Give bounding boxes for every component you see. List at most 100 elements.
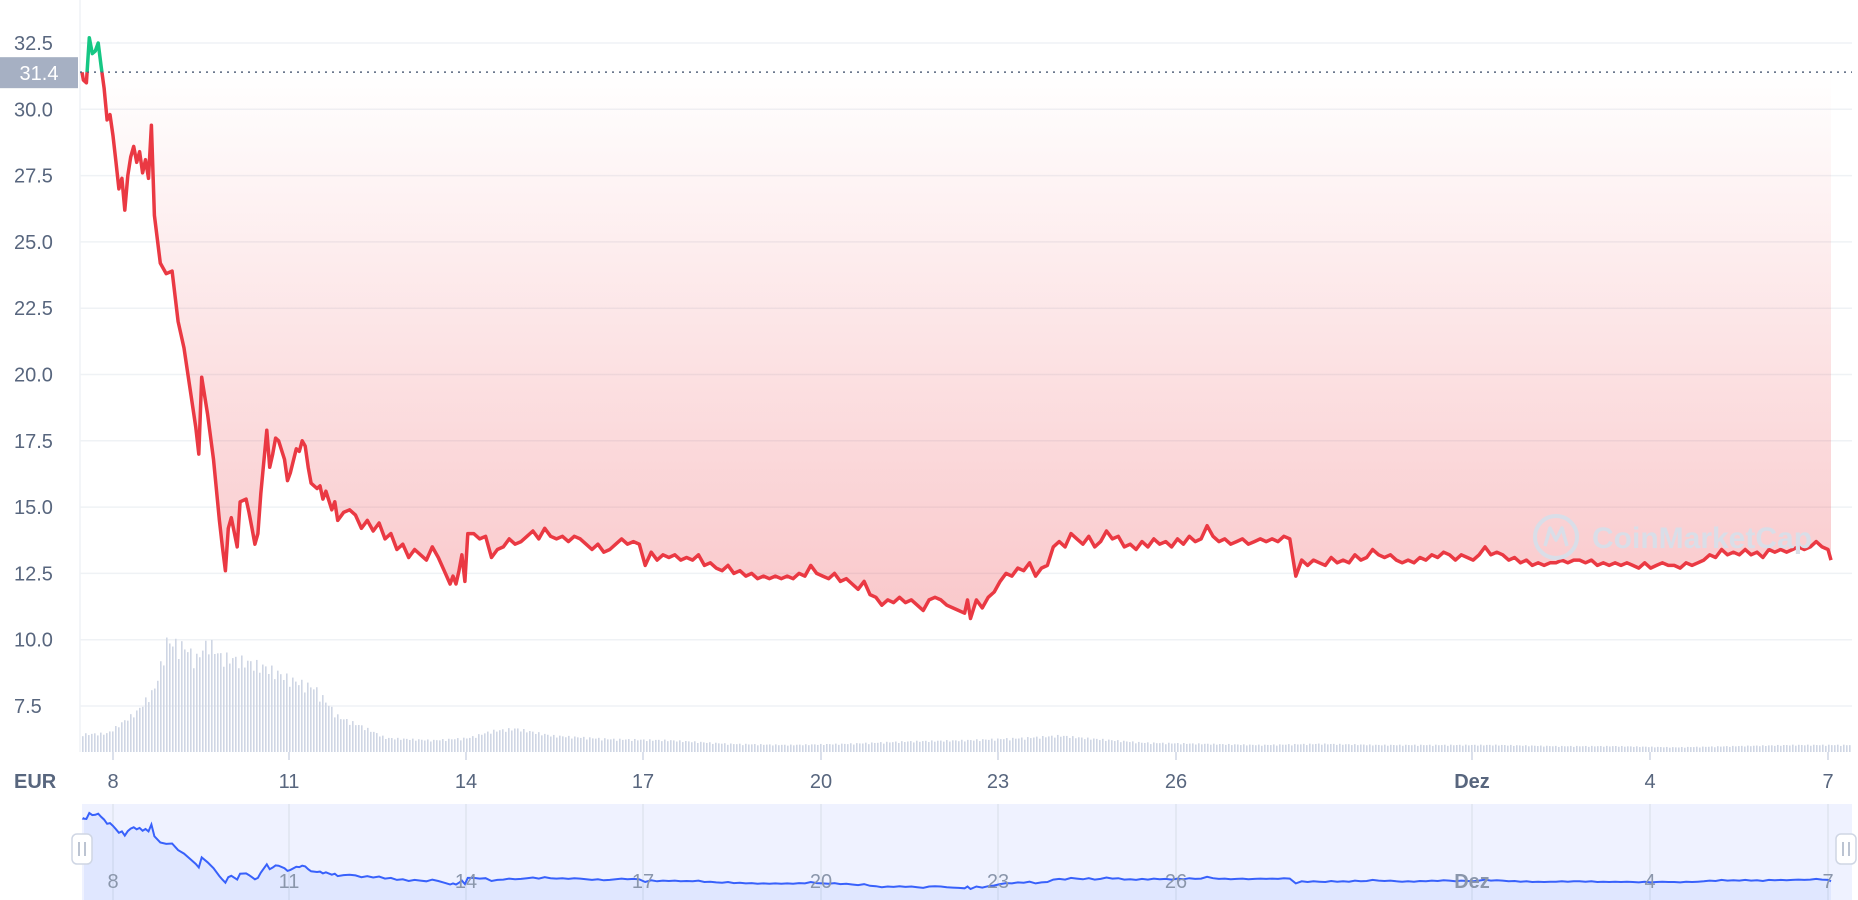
volume-bar xyxy=(1282,744,1284,752)
volume-bar xyxy=(877,742,879,752)
volume-bar xyxy=(1777,744,1779,752)
volume-bar xyxy=(1762,745,1764,752)
volume-bar xyxy=(1822,744,1824,752)
volume-bar xyxy=(613,738,615,752)
volume-bar xyxy=(1324,743,1326,752)
volume-bar xyxy=(1510,744,1512,752)
volume-bar xyxy=(223,666,225,752)
volume-bar xyxy=(1783,745,1785,752)
volume-bar xyxy=(130,714,132,752)
volume-bar xyxy=(931,740,933,752)
volume-bar xyxy=(481,734,483,752)
volume-bar xyxy=(124,720,126,752)
right-handle-grip[interactable] xyxy=(1835,833,1857,865)
volume-bar xyxy=(1270,745,1272,752)
volume-bar xyxy=(151,690,153,752)
volume-bar xyxy=(229,663,231,752)
volume-bar xyxy=(505,731,507,752)
volume-bar xyxy=(1741,745,1743,752)
volume-bar xyxy=(670,740,672,752)
volume-bar xyxy=(1273,744,1275,752)
volume-bar xyxy=(490,733,492,752)
volume-bar xyxy=(730,743,732,752)
volume-bar xyxy=(328,705,330,752)
navigator-left-handle[interactable] xyxy=(71,833,93,865)
volume-bar xyxy=(1120,742,1122,752)
volume-bar xyxy=(952,740,954,752)
volume-bar xyxy=(97,735,99,752)
volume-bar xyxy=(568,735,570,752)
volume-bar xyxy=(1630,746,1632,752)
volume-bar xyxy=(778,745,780,752)
volume-bar xyxy=(142,706,144,752)
volume-bar xyxy=(217,653,219,752)
volume-bar xyxy=(1834,745,1836,752)
volume-bar xyxy=(226,652,228,752)
volume-bar xyxy=(970,740,972,752)
volume-bar xyxy=(967,739,969,752)
y-tick-label: 25.0 xyxy=(14,232,53,254)
volume-bar xyxy=(1132,741,1134,752)
volume-bar xyxy=(427,739,429,752)
volume-bar xyxy=(322,695,324,752)
volume-bar xyxy=(193,668,195,752)
volume-bar xyxy=(1438,745,1440,752)
volume-bar xyxy=(634,738,636,752)
volume-bar xyxy=(1342,744,1344,752)
volume-bar xyxy=(181,641,183,752)
volume-bar xyxy=(166,637,168,752)
volume-bar xyxy=(157,680,159,752)
volume-bar xyxy=(235,656,237,752)
volume-bar xyxy=(1729,746,1731,752)
volume-bar xyxy=(907,741,909,752)
volume-bar xyxy=(1810,745,1812,752)
volume-bar xyxy=(1825,745,1827,752)
volume-bar xyxy=(1015,738,1017,752)
volume-bar xyxy=(1519,745,1521,752)
volume-bar xyxy=(829,744,831,752)
volume-bar xyxy=(997,738,999,752)
volume-bar xyxy=(655,739,657,752)
volume-bar xyxy=(1393,745,1395,752)
volume-bar xyxy=(1564,746,1566,752)
volume-bar xyxy=(1465,744,1467,752)
volume-bar xyxy=(1639,747,1641,752)
volume-bar xyxy=(1210,744,1212,752)
volume-bar xyxy=(1390,744,1392,752)
volume-bar xyxy=(781,744,783,752)
volume-bar xyxy=(1798,744,1800,752)
volume-bar xyxy=(430,741,432,752)
volume-bar xyxy=(1285,744,1287,752)
volume-bar xyxy=(1543,746,1545,752)
volume-bar xyxy=(646,741,648,752)
volume-bar xyxy=(1249,744,1251,752)
volume-bar xyxy=(1690,747,1692,752)
volume-bar xyxy=(820,743,822,752)
volume-bar xyxy=(1078,737,1080,752)
volume-bar xyxy=(109,731,111,752)
navigator-tick-label: 26 xyxy=(1165,871,1187,893)
volume-bar xyxy=(1711,746,1713,752)
volume-bar xyxy=(472,736,474,752)
volume-bar xyxy=(556,737,558,752)
volume-bar xyxy=(1081,737,1083,752)
volume-bar xyxy=(766,744,768,752)
left-handle-grip[interactable] xyxy=(71,833,93,865)
volume-bar xyxy=(1594,746,1596,752)
volume-bar xyxy=(205,640,207,752)
volume-bar xyxy=(1444,744,1446,752)
volume-bar xyxy=(1828,744,1830,752)
volume-bar xyxy=(664,739,666,752)
volume-bar xyxy=(739,743,741,752)
navigator[interactable]: 8 11 14 17 20 23 26 Dez 4 7 xyxy=(71,804,1857,900)
volume-bar xyxy=(1747,745,1749,752)
navigator-right-handle[interactable] xyxy=(1835,833,1857,865)
volume-bar xyxy=(277,670,279,752)
volume-bar xyxy=(1636,746,1638,752)
volume-bar xyxy=(1525,745,1527,752)
volume-bar xyxy=(307,682,309,752)
volume-bar xyxy=(1570,745,1572,752)
volume-bar xyxy=(1672,747,1674,752)
volume-bar xyxy=(220,653,222,752)
